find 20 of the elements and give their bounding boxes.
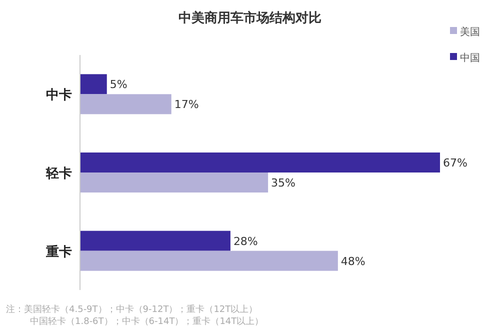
data-label: 48% — [340, 254, 366, 268]
legend-label: 中国 — [460, 52, 480, 64]
text: 注：美国轻卡（4.5-9T）；中卡（9-12T）；重卡（12T以上） — [6, 304, 258, 315]
y-tick-label: 中卡 — [46, 88, 72, 104]
y-tick-label: 轻卡 — [45, 166, 72, 182]
y-tick-label: 重卡 — [45, 244, 72, 260]
data-label: 67% — [443, 156, 468, 170]
bar — [80, 172, 268, 192]
chart-title: 中美商用车市场结构对比 — [178, 10, 322, 26]
data-label: 35% — [271, 176, 296, 190]
data-label: 17% — [174, 98, 199, 112]
text: 中国轻卡（1.8-6T）；中卡（6-14T）；重卡（14T以上） — [30, 316, 264, 327]
bar — [80, 94, 172, 114]
data-label: 28% — [233, 234, 258, 248]
data-label: 5% — [110, 78, 128, 92]
legend-label: 美国 — [460, 26, 480, 38]
bar — [80, 74, 107, 94]
bar — [80, 152, 440, 172]
bar — [80, 230, 230, 251]
bar — [80, 250, 338, 271]
